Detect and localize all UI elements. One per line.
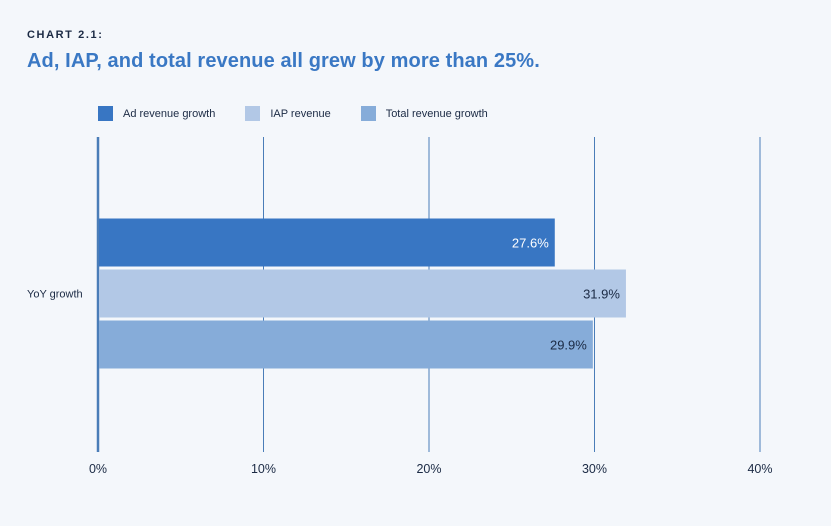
legend-swatch — [98, 106, 113, 121]
legend-item-total: Total revenue growth — [360, 106, 488, 121]
legend-swatch — [245, 106, 261, 121]
bar-value-label: 31.9% — [583, 287, 620, 302]
legend-swatch — [360, 106, 376, 121]
category-label: YoY growth — [27, 289, 83, 301]
x-tick-label: 10% — [251, 462, 276, 476]
chart-kicker: CHART 2.1: — [27, 29, 104, 41]
legend-label: IAP revenue — [270, 107, 331, 120]
bar — [99, 269, 626, 318]
x-tick-label: 40% — [747, 462, 772, 476]
bar-value-label: 29.9% — [550, 338, 587, 353]
bar — [99, 218, 555, 267]
x-tick-label: 30% — [582, 462, 607, 476]
x-tick-label: 20% — [416, 462, 441, 476]
chart-title: Ad, IAP, and total revenue all grew by m… — [27, 50, 540, 72]
x-tick-label: 0% — [89, 462, 107, 476]
legend-item-ad: Ad revenue growth — [98, 106, 215, 121]
chart-legend: Ad revenue growth IAP revenue Total reve… — [98, 106, 518, 121]
legend-label: Ad revenue growth — [123, 107, 216, 120]
legend-item-iap: IAP revenue — [245, 106, 331, 121]
bar — [99, 320, 593, 369]
bar-value-label: 27.6% — [512, 236, 549, 251]
legend-label: Total revenue growth — [385, 107, 488, 120]
